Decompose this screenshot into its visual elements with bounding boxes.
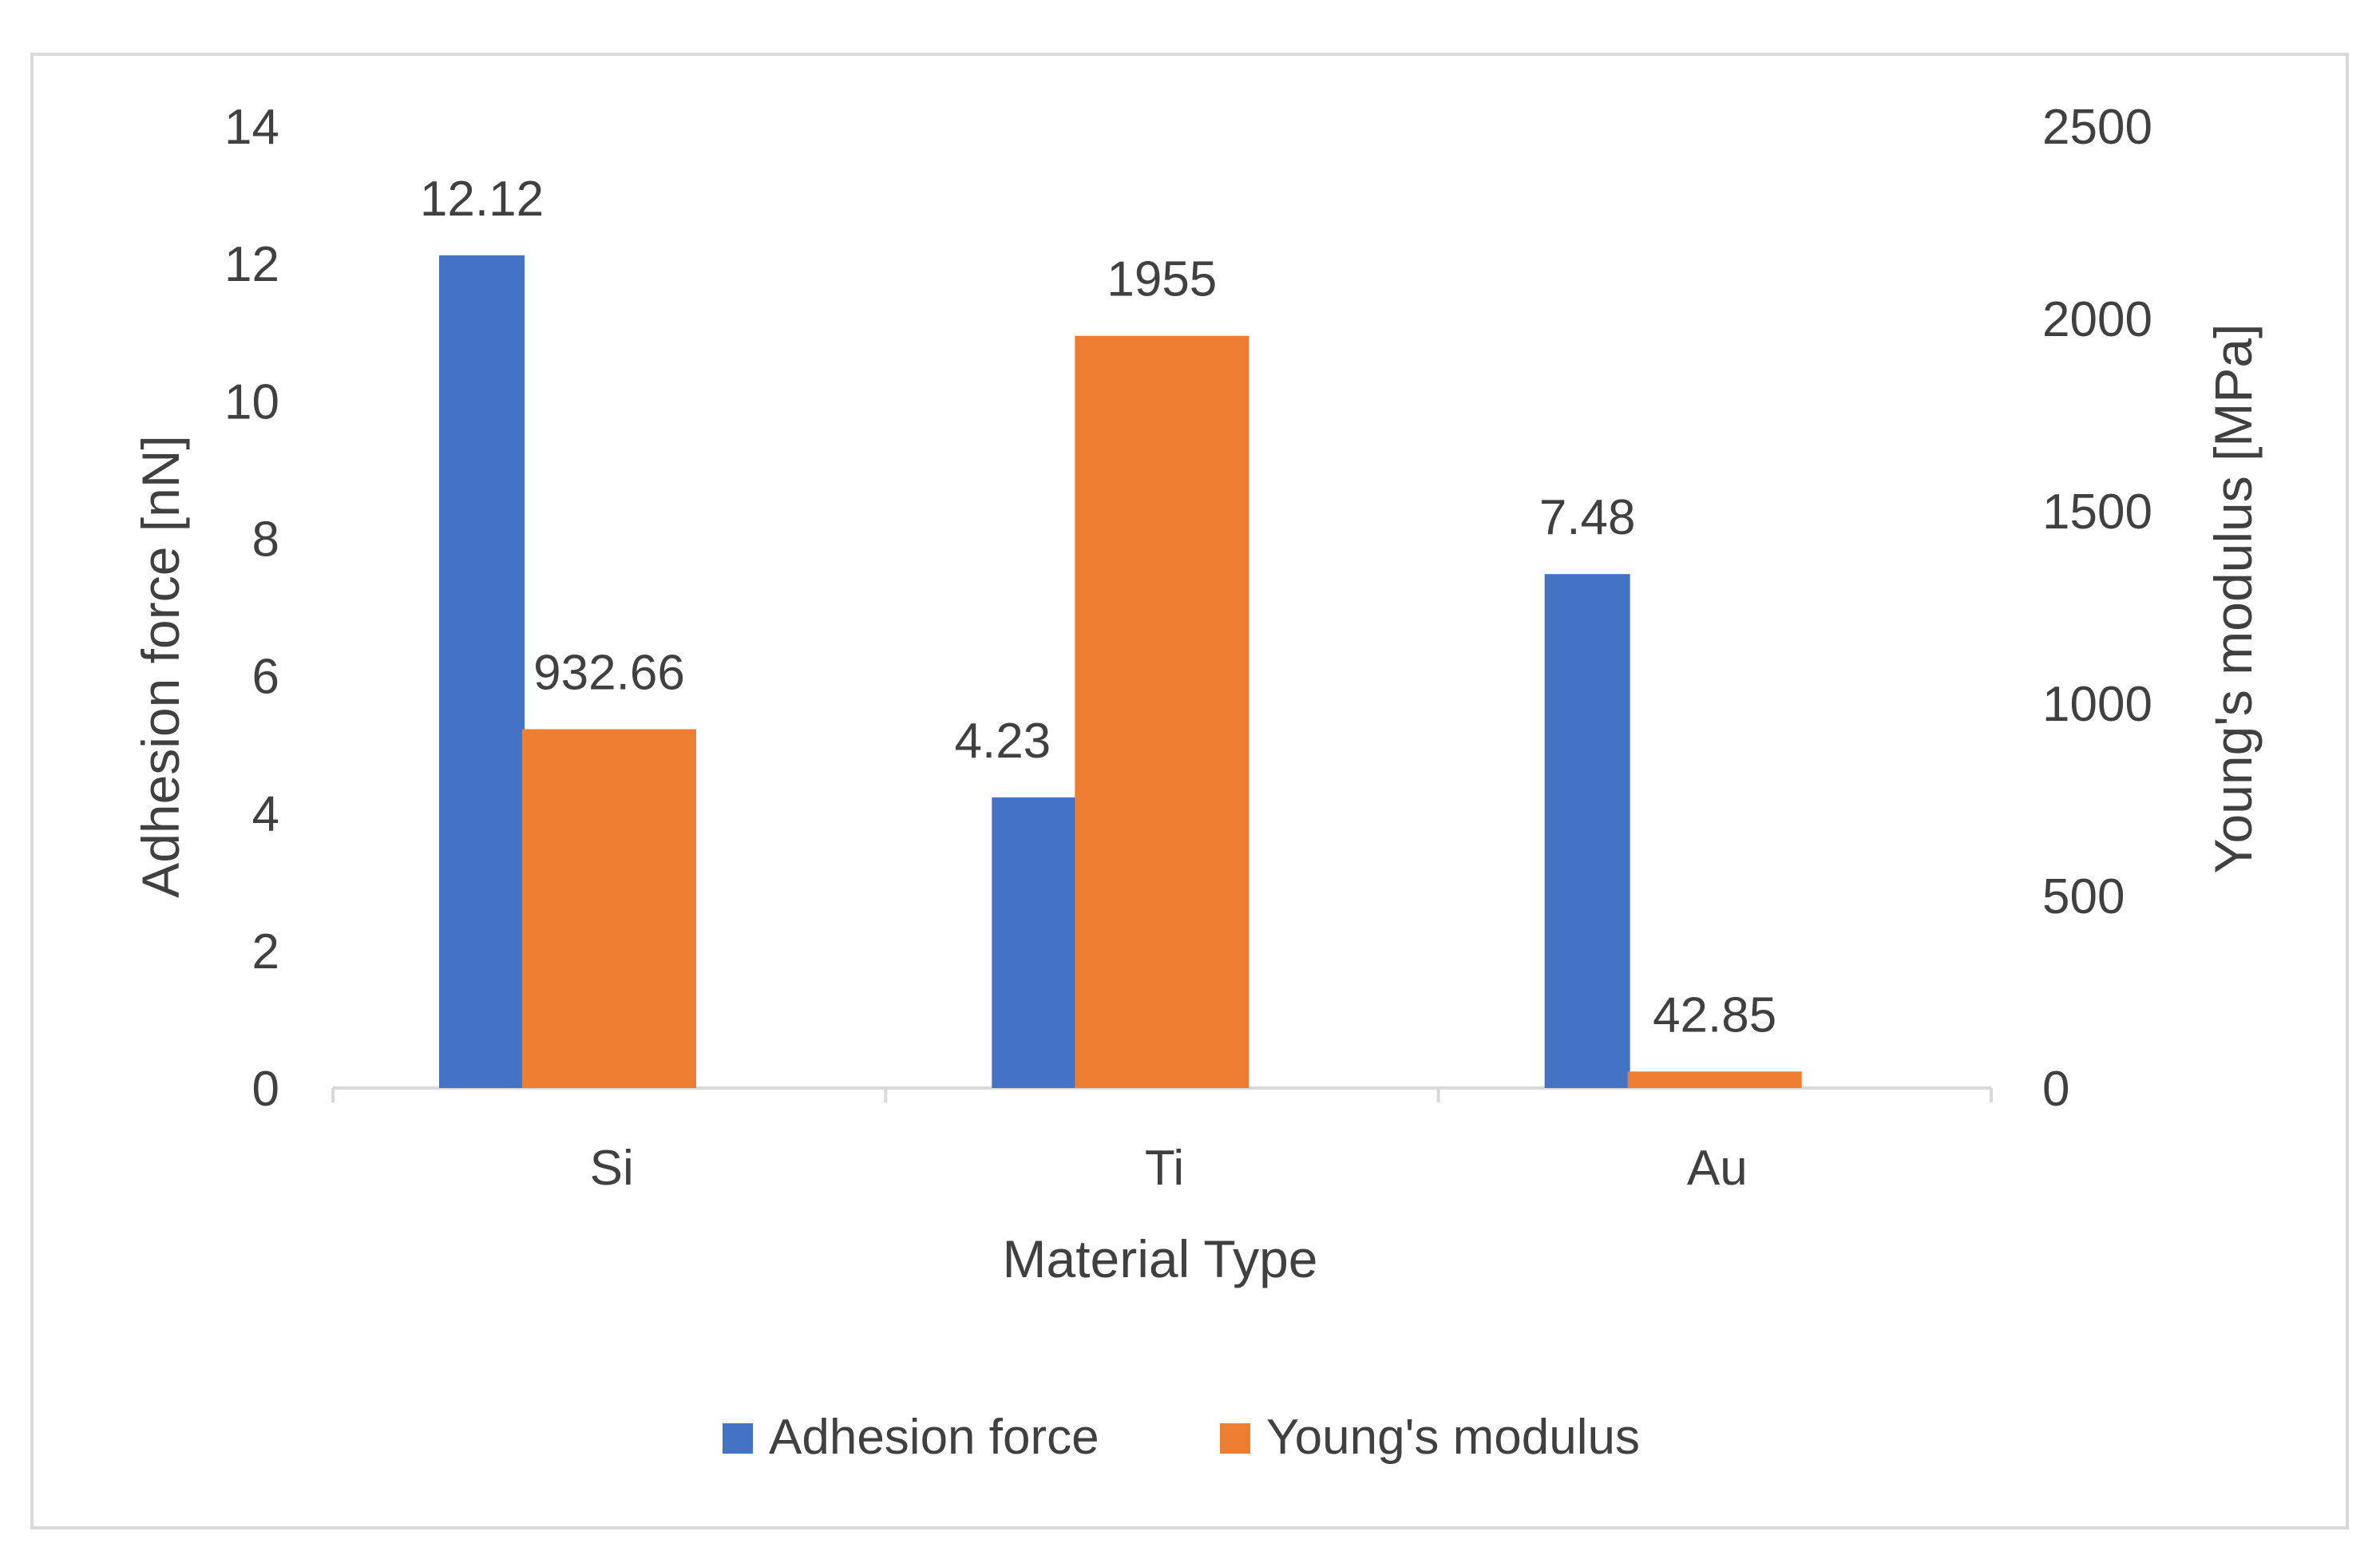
y-right-tick-label: 2500 (2042, 100, 2152, 155)
bar-youngs-modulus-si (522, 729, 696, 1088)
bar-youngs-modulus-ti (1075, 335, 1249, 1088)
data-label-youngs-modulus: 1955 (1107, 252, 1217, 307)
x-axis-title: Material Type (1003, 1229, 1318, 1288)
y-left-tick-label: 12 (224, 237, 279, 292)
y-left-tick-label: 14 (224, 100, 279, 155)
bars-layer (439, 255, 1802, 1088)
y-right-tick-label: 0 (2042, 1062, 2069, 1117)
y-left-tick-label: 0 (252, 1062, 279, 1117)
data-label-adhesion-force: 12.12 (420, 172, 544, 227)
data-label-adhesion-force: 4.23 (954, 714, 1051, 769)
data-label-adhesion-force: 7.48 (1539, 490, 1636, 545)
bar-youngs-modulus-au (1627, 1071, 1802, 1088)
legend-swatch-adhesion-force (723, 1423, 753, 1454)
legend: Adhesion force Young's modulus (723, 1410, 1640, 1465)
legend-label-adhesion-force: Adhesion force (769, 1410, 1099, 1465)
y-axis-right-title: Young's modulus [MPa] (2204, 324, 2263, 874)
y-left-tick-label: 2 (252, 924, 279, 979)
legend-swatch-youngs-modulus (1220, 1423, 1250, 1454)
y-left-tick-label: 6 (252, 650, 279, 705)
bar-adhesion-force-ti (992, 797, 1078, 1088)
legend-label-youngs-modulus: Young's modulus (1266, 1410, 1640, 1465)
y-right-tick-label: 1500 (2042, 485, 2152, 540)
y-right-tick-label: 2000 (2042, 292, 2152, 347)
y-left-tick-label: 10 (224, 374, 279, 429)
y-left-tick-label: 4 (252, 787, 279, 842)
labels-layer: 12.12 932.66 4.23 1955 7.48 42.85 (420, 172, 1776, 1043)
y-right-tick-label: 500 (2042, 869, 2125, 924)
bar-adhesion-force-au (1544, 574, 1630, 1088)
data-label-youngs-modulus: 932.66 (533, 645, 685, 700)
data-label-youngs-modulus: 42.85 (1653, 987, 1776, 1043)
y-axis-left-title: Adhesion force [nN] (131, 435, 190, 898)
y-right-tick-label: 1000 (2042, 677, 2152, 732)
x-category-label: Au (1687, 1141, 1748, 1196)
bar-adhesion-force-si (439, 255, 525, 1088)
x-category-label: Ti (1145, 1141, 1184, 1196)
y-left-tick-label: 8 (252, 512, 279, 567)
x-category-label: Si (590, 1141, 634, 1196)
